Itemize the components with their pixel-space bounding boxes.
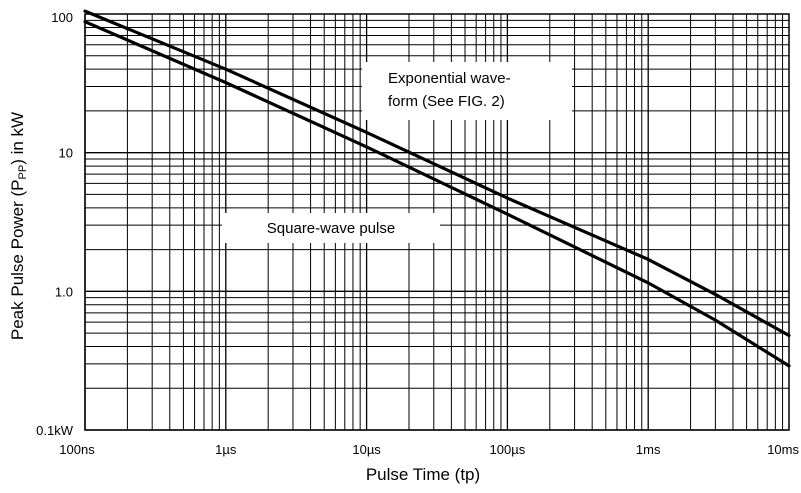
x-tick-label: 100ns [59, 442, 95, 457]
y-tick-label: 0.1kW [36, 423, 74, 438]
y-axis-title-main: Peak Pulse Power (P [8, 179, 27, 340]
y-axis-title-subscript: PP [17, 165, 29, 180]
series-line-2 [83, 20, 791, 368]
y-axis-title-tail: ) in kW [8, 112, 27, 165]
plot-frame [84, 13, 790, 431]
annotation-text: form (See FIG. 2) [388, 93, 505, 110]
annotation-boxes: Exponential wave-form (See FIG. 2) Square… [222, 62, 572, 243]
annotation-text: Square-wave pulse [267, 220, 395, 237]
x-tick-label: 10ms [767, 442, 799, 457]
annotation-text: Exponential wave- [388, 70, 511, 87]
x-axis-title: Pulse Time (tp) [366, 465, 480, 484]
y-tick-label: 1.0 [55, 284, 73, 299]
y-tick-label: 10 [59, 146, 73, 161]
annotation-box [222, 213, 440, 243]
series-layer [83, 9, 791, 368]
frame-layer [84, 13, 790, 431]
y-axis-title: Peak Pulse Power (PPP) in kW [8, 112, 29, 340]
annotation-box [362, 62, 572, 120]
x-tick-label: 10µs [352, 442, 381, 457]
x-tick-label: 1µs [215, 442, 237, 457]
tick-labels: 100ns 1µs 10µs 100µs 1ms 10ms 100 10 1.0 0.1kW [36, 10, 799, 457]
x-tick-label: 100µs [490, 442, 526, 457]
series-line-1 [83, 9, 791, 338]
y-tick-label: 100 [51, 10, 73, 25]
x-tick-label: 1ms [636, 442, 661, 457]
